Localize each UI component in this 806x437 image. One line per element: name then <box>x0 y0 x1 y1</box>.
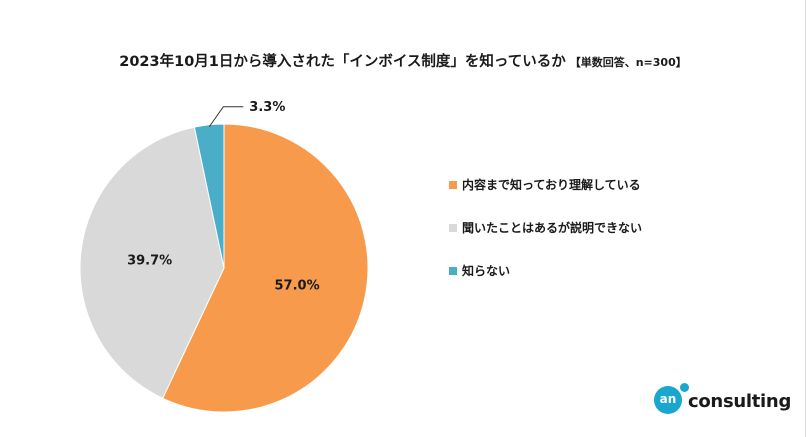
data-label-understand: 57.0% <box>275 278 320 293</box>
legend-label: 内容まで知っており理解している <box>462 178 641 192</box>
pie-slice-heard <box>79 126 225 399</box>
legend-swatch-blue <box>449 267 457 275</box>
legend-label: 知らない <box>462 264 511 278</box>
data-label-heard: 39.7% <box>127 253 172 268</box>
pie-slice-unknown <box>193 123 225 269</box>
logo-mark: an <box>654 386 682 414</box>
company-logo: an consulting <box>650 380 792 420</box>
legend-label: 聞いたことはあるが説明できない <box>462 221 643 235</box>
chart-title-main: 2023年10月1日から導入された「インボイス制度」を知っているか <box>119 54 566 70</box>
pie-slice-understand <box>162 123 369 413</box>
legend-swatch-orange <box>449 181 457 189</box>
logo-mark-text: an <box>659 392 677 406</box>
logo-dot <box>680 383 689 392</box>
data-label-unknown: 3.3% <box>249 100 285 115</box>
logo-text: consulting <box>688 391 792 412</box>
chart-title-sub: 【単数回答、n=300】 <box>569 56 687 69</box>
leader-line <box>208 106 244 128</box>
chart-title: 2023年10月1日から導入された「インボイス制度」を知っているか 【単数回答、n… <box>0 50 806 71</box>
legend-swatch-gray <box>449 224 457 232</box>
